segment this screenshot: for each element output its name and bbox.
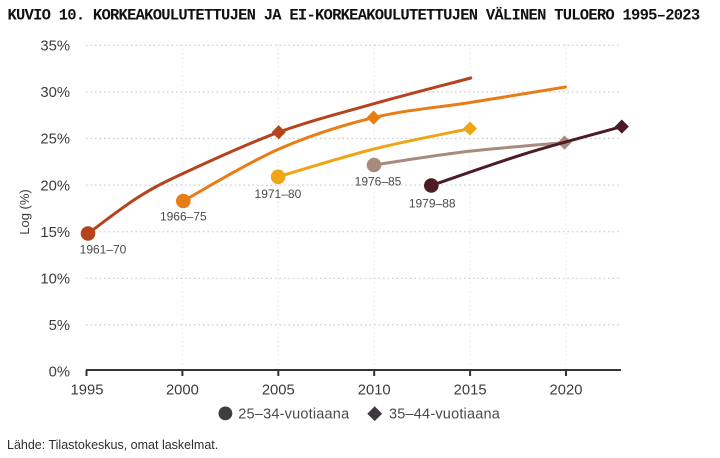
svg-text:1976–85: 1976–85 — [355, 175, 402, 189]
svg-text:2000: 2000 — [166, 383, 199, 399]
svg-text:2010: 2010 — [358, 383, 391, 399]
svg-text:1995: 1995 — [71, 383, 104, 399]
svg-text:5%: 5% — [49, 318, 70, 334]
svg-text:35–44-vuotiaana: 35–44-vuotiaana — [389, 406, 501, 422]
svg-text:KUVIO 10. KORKEAKOULUTETTUJEN: KUVIO 10. KORKEAKOULUTETTUJEN JA EI-KORK… — [8, 7, 700, 25]
svg-text:35%: 35% — [40, 39, 70, 55]
svg-text:1966–75: 1966–75 — [160, 209, 207, 223]
svg-text:1971–80: 1971–80 — [255, 187, 302, 201]
svg-text:Log (%): Log (%) — [17, 189, 32, 235]
svg-text:10%: 10% — [40, 272, 70, 288]
svg-text:1961–70: 1961–70 — [80, 243, 127, 257]
svg-text:25%: 25% — [40, 132, 70, 148]
svg-text:25–34-vuotiaana: 25–34-vuotiaana — [238, 406, 350, 422]
svg-text:Lähde: Tilastokeskus, omat las: Lähde: Tilastokeskus, omat laskelmat. — [7, 438, 218, 452]
svg-text:2005: 2005 — [262, 383, 295, 399]
svg-text:20%: 20% — [40, 178, 70, 194]
svg-text:0%: 0% — [49, 365, 70, 381]
svg-text:2015: 2015 — [454, 383, 487, 399]
svg-text:2020: 2020 — [550, 383, 583, 399]
svg-text:1979–88: 1979–88 — [409, 197, 456, 211]
svg-text:30%: 30% — [40, 85, 70, 101]
svg-text:15%: 15% — [40, 225, 70, 241]
